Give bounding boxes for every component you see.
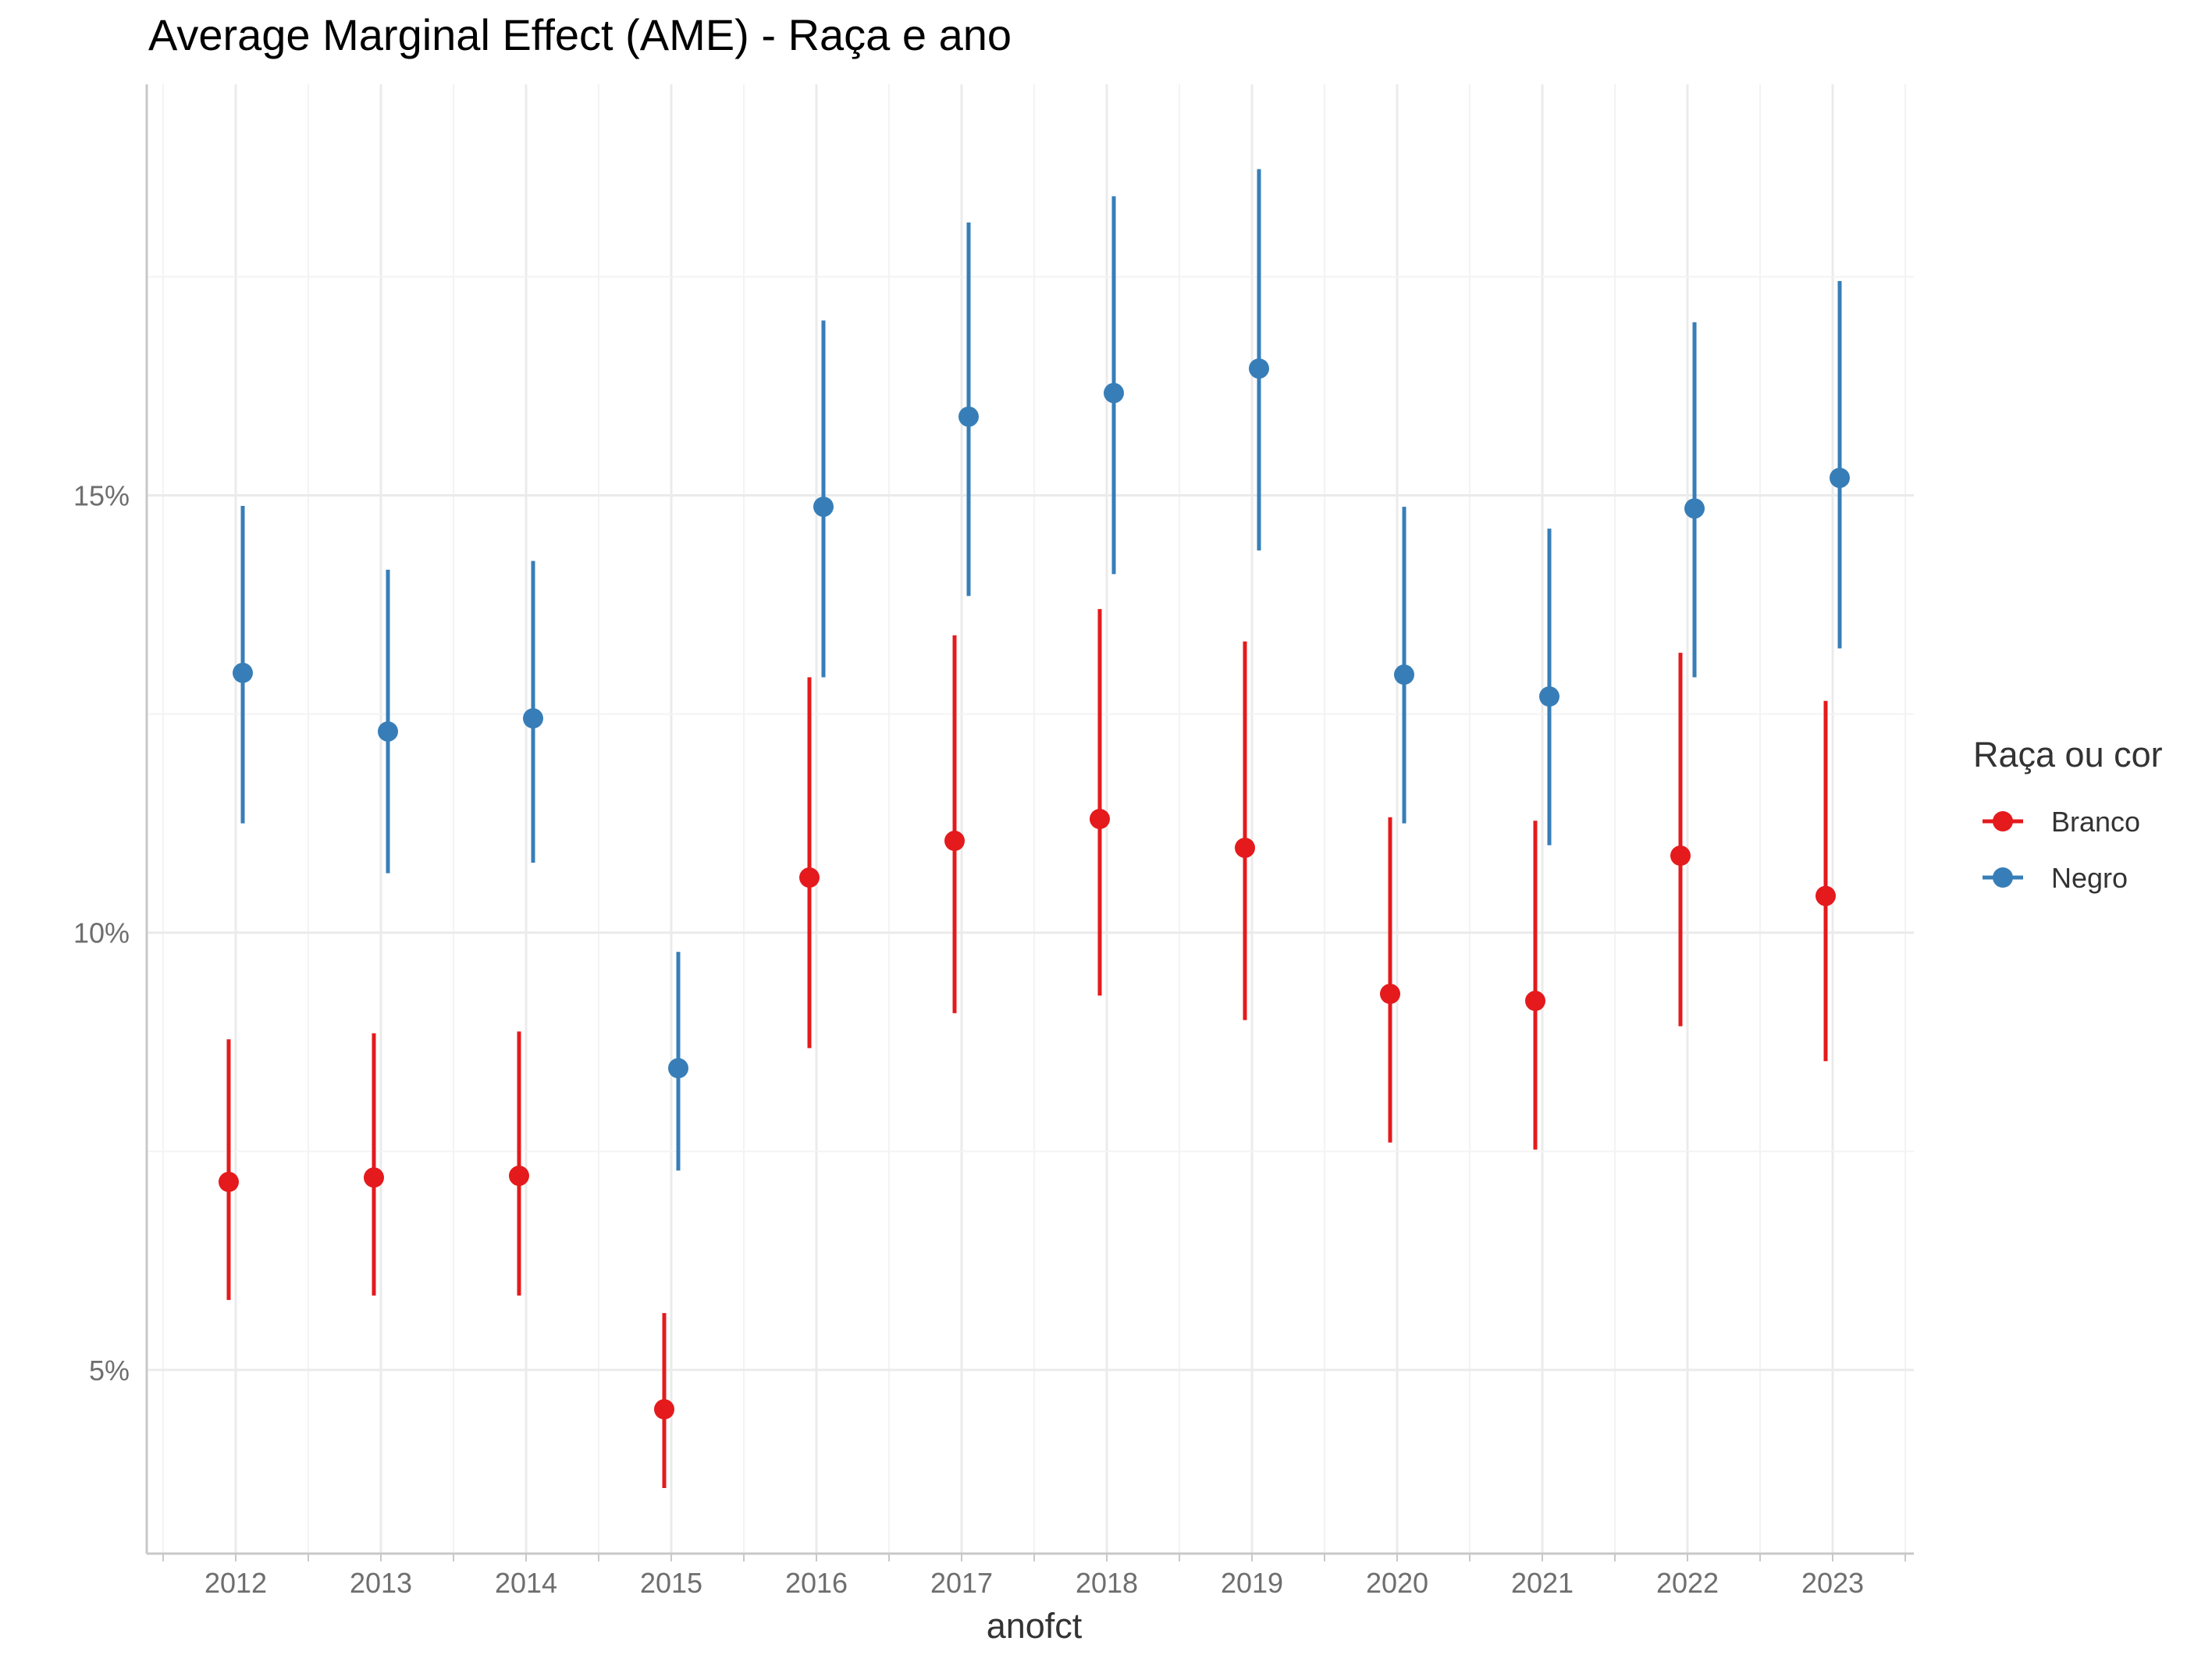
- y-tick-labels: 5% 10% 15%: [73, 480, 130, 1387]
- x-tick-label: 2014: [495, 1567, 557, 1599]
- x-tick-label: 2017: [930, 1567, 993, 1599]
- x-tick-label: 2015: [640, 1567, 702, 1599]
- data-point: [1684, 498, 1705, 519]
- y-tick-label: 10%: [73, 917, 130, 949]
- grid: [147, 84, 1914, 1554]
- x-tick-label: 2022: [1656, 1567, 1719, 1599]
- data-point: [1249, 358, 1269, 379]
- x-axis-title: anofct: [987, 1606, 1083, 1646]
- data-point: [1539, 686, 1559, 707]
- x-tick-label: 2016: [785, 1567, 848, 1599]
- data-point: [1815, 885, 1836, 906]
- legend-item-negro: Negro: [1983, 862, 2128, 894]
- data-point: [1525, 991, 1545, 1012]
- series-negro: [233, 169, 1850, 1171]
- data-point: [378, 721, 398, 742]
- legend-item-branco: Branco: [1983, 806, 2140, 838]
- data-point: [944, 831, 965, 852]
- axes: [145, 84, 1914, 1561]
- data-point: [668, 1058, 688, 1079]
- legend-label: Branco: [2051, 806, 2140, 838]
- data-point: [799, 867, 820, 888]
- x-tick-label: 2012: [204, 1567, 267, 1599]
- data-point: [1380, 984, 1400, 1005]
- data-point: [1670, 846, 1691, 867]
- x-tick-label: 2013: [350, 1567, 412, 1599]
- data-point: [1090, 809, 1110, 829]
- y-tick-label: 5%: [89, 1355, 130, 1387]
- legend-items: Branco Negro: [1983, 806, 2140, 894]
- data-point: [1235, 837, 1255, 858]
- data-point: [958, 406, 979, 427]
- series-branco: [219, 609, 1836, 1488]
- x-tick-labels: 2012 2013 2014 2015 2016 2017 2018 2019 2020 2021…: [204, 1567, 1864, 1599]
- data-marks: [219, 169, 1850, 1488]
- chart-title: Average Marginal Effect (AME) - Raça e a…: [148, 10, 1012, 59]
- data-point: [1830, 468, 1850, 489]
- y-tick-label: 15%: [73, 480, 130, 512]
- x-tick-label: 2020: [1366, 1567, 1428, 1599]
- legend-label: Negro: [2051, 862, 2128, 894]
- legend: Raça ou cor Branco Negro: [1973, 735, 2163, 894]
- data-point: [1104, 383, 1124, 404]
- legend-key-point: [1993, 867, 2013, 888]
- data-point: [509, 1166, 529, 1187]
- data-point: [1394, 664, 1414, 685]
- data-point: [233, 662, 253, 683]
- legend-key-point: [1993, 811, 2013, 831]
- data-point: [364, 1167, 384, 1188]
- data-point: [219, 1171, 239, 1192]
- x-tick-label: 2018: [1076, 1567, 1138, 1599]
- legend-title: Raça ou cor: [1973, 735, 2163, 774]
- x-tick-label: 2019: [1221, 1567, 1283, 1599]
- data-point: [654, 1399, 674, 1420]
- data-point: [813, 497, 834, 518]
- x-tick-label: 2023: [1801, 1567, 1864, 1599]
- data-point: [523, 708, 543, 729]
- x-tick-label: 2021: [1511, 1567, 1574, 1599]
